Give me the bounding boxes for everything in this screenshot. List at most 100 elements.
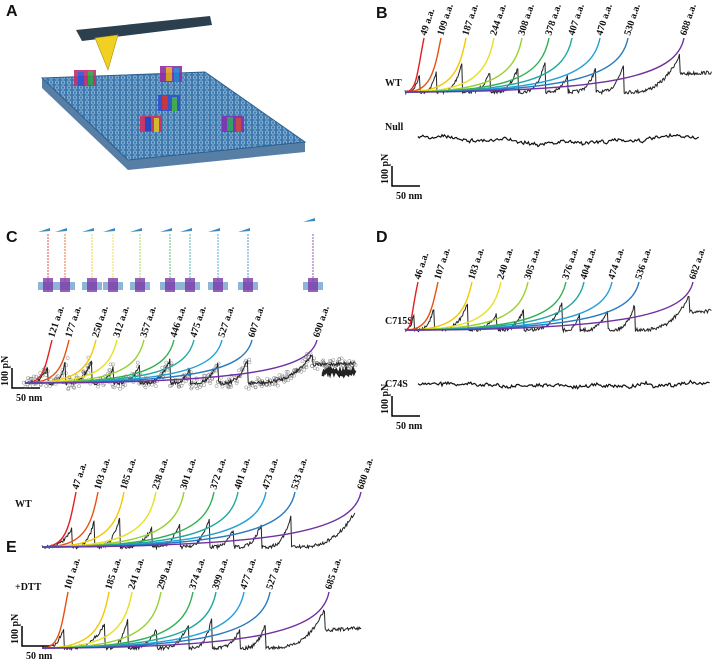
- peak-label: 475 a.a.: [188, 304, 209, 339]
- data-cloud-point: [292, 368, 297, 372]
- data-cloud-point: [277, 373, 282, 377]
- unfolding-icon: [160, 228, 180, 292]
- protein: [43, 278, 53, 292]
- protein: [87, 278, 97, 292]
- peak-label: 299 a.a.: [155, 556, 176, 591]
- data-cloud-point: [214, 384, 219, 388]
- data-cloud-point: [209, 371, 214, 376]
- data-cloud-point: [135, 360, 140, 365]
- peak-label: 474 a.a.: [606, 246, 627, 281]
- panel-label: B: [376, 5, 388, 22]
- data-cloud-point: [177, 384, 182, 389]
- data-cloud-point: [108, 362, 113, 367]
- cantilever: [130, 228, 142, 232]
- data-cloud-point: [275, 383, 280, 388]
- cantilever: [180, 228, 192, 232]
- data-cloud-point: [107, 368, 112, 372]
- data-cloud-point: [312, 366, 317, 371]
- unfolding-icon: [103, 228, 123, 292]
- data-cloud-point: [347, 359, 352, 363]
- data-cloud-point: [220, 384, 225, 389]
- peak-label: 372 a.a.: [208, 456, 229, 491]
- cantilever: [160, 228, 172, 232]
- data-cloud-point: [72, 385, 77, 390]
- peak-label: 378 a.a.: [543, 2, 564, 37]
- scale-force: 100 pN: [10, 613, 21, 644]
- peak-label: 680 a.a.: [355, 456, 376, 491]
- peak-label: 530 a.a.: [622, 2, 643, 37]
- data-cloud-point: [70, 383, 75, 388]
- cantilever: [38, 228, 50, 232]
- peak-label: 250 a.a.: [90, 304, 111, 339]
- data-cloud-point: [289, 376, 294, 381]
- data-cloud-point: [284, 369, 289, 374]
- data-cloud-point: [195, 386, 200, 391]
- peak-label: 607 a.a.: [246, 304, 267, 339]
- panel-label: D: [376, 229, 388, 246]
- wlc-fit: [24, 339, 318, 384]
- peak-label: 470 a.a.: [594, 2, 615, 37]
- peak-label: 107 a.a.: [432, 246, 453, 281]
- peak-label: 301 a.a.: [178, 456, 199, 491]
- scale-distance: 50 nm: [26, 651, 53, 662]
- data-cloud-point: [101, 383, 106, 388]
- data-cloud-point: [246, 386, 251, 391]
- unfolding-icon: [130, 228, 150, 292]
- wlc-fit: [404, 281, 694, 331]
- force-trace: [417, 132, 700, 148]
- wlc-fit: [404, 37, 685, 93]
- unfolding-icon: [55, 228, 75, 292]
- protein: [243, 278, 253, 292]
- data-cloud-point: [194, 384, 198, 389]
- data-cloud-point: [300, 359, 305, 364]
- data-cloud-point: [315, 367, 320, 372]
- data-cloud-point: [123, 383, 128, 387]
- data-cloud-point: [327, 359, 332, 363]
- panel-label: E: [6, 539, 17, 556]
- protein: [108, 278, 118, 292]
- data-cloud-point: [153, 384, 158, 388]
- data-cloud-point: [303, 357, 308, 362]
- data-cloud-point: [216, 361, 221, 366]
- trace-name: WT: [15, 499, 32, 510]
- peak-label: 177 a.a.: [63, 304, 84, 339]
- unfolding-icon: [180, 228, 200, 292]
- data-cloud-point: [185, 376, 190, 380]
- wlc-fit: [404, 281, 473, 331]
- cantilever: [82, 228, 94, 232]
- trace-name: WT: [385, 78, 402, 89]
- trace-name: Null: [385, 122, 404, 133]
- data-cloud-point: [111, 362, 115, 367]
- unfolding-icon: [238, 228, 258, 292]
- data-cloud-point: [302, 368, 307, 372]
- peak-label: 477 a.a.: [238, 556, 259, 591]
- data-cloud-point: [23, 385, 28, 389]
- force-trace: [24, 354, 355, 387]
- data-cloud-point: [189, 385, 194, 390]
- scale-distance: 50 nm: [396, 191, 423, 202]
- panel-label: C: [6, 229, 18, 246]
- peak-label: 399 a.a.: [210, 556, 231, 591]
- trace-name: C715S: [385, 316, 413, 327]
- unfolding-icon: [82, 228, 102, 292]
- protein: [165, 278, 175, 292]
- data-cloud-point: [180, 381, 185, 385]
- data-cloud-point: [226, 385, 231, 390]
- data-cloud-point: [66, 386, 71, 391]
- wlc-fit: [41, 591, 330, 649]
- data-cloud-point: [352, 360, 356, 365]
- data-cloud-point: [267, 382, 272, 387]
- peak-label: 682 a.a.: [687, 246, 708, 281]
- peak-label: 473 a.a.: [260, 456, 281, 491]
- data-cloud-point: [250, 383, 255, 388]
- data-cloud-point: [56, 374, 60, 378]
- data-cloud-point: [234, 381, 239, 385]
- data-cloud-point: [253, 385, 258, 390]
- scale-bar: [21, 626, 50, 647]
- protein: [60, 278, 70, 292]
- data-cloud-point: [282, 379, 287, 384]
- scale-distance: 50 nm: [16, 393, 43, 404]
- data-cloud-point: [331, 358, 336, 362]
- cantilever: [55, 228, 67, 232]
